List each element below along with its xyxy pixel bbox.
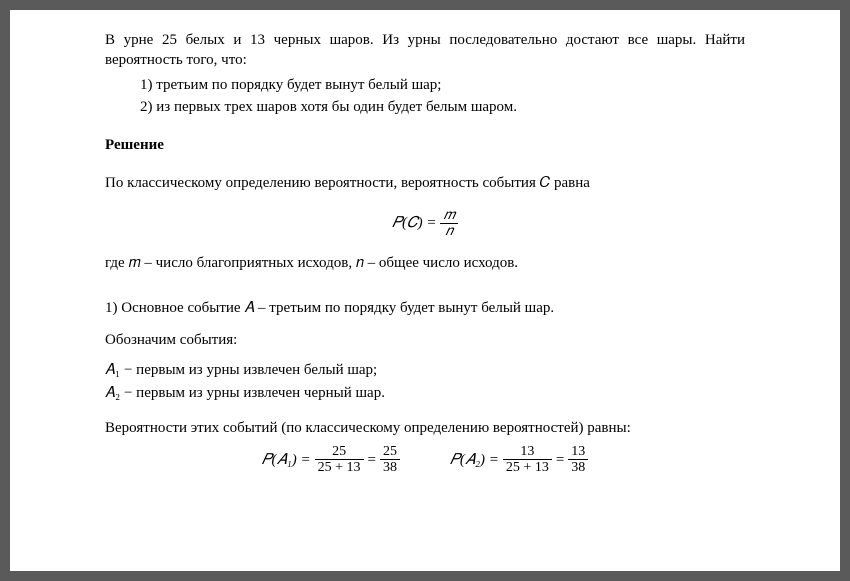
pa2-formula: 𝑃(𝐴₂) = 13 25 + 13 = 13 38 [450,444,588,476]
pa1-num2: 25 [380,444,400,460]
where-text: где 𝑚 – число благоприятных исходов, 𝑛 –… [105,253,745,273]
formula-pc-fraction: 𝑚 𝑛 [440,208,457,240]
pa2-frac2: 13 38 [568,444,588,476]
pa2-den1: 25 + 13 [503,460,552,475]
formula-pc-lhs: 𝑃(𝐶) = [392,213,436,233]
formula-pc: 𝑃(𝐶) = 𝑚 𝑛 [105,208,745,240]
pa1-den2: 38 [380,460,400,475]
solution-title: Решение [105,135,745,155]
pa1-num1: 25 [315,444,364,460]
part1-intro: 1) Основное событие 𝐴 – третьим по поряд… [105,298,745,318]
formula-pc-den: 𝑛 [440,224,457,239]
pa1-lhs: 𝑃(𝐴₁) = [262,450,311,470]
pa1-frac1: 25 25 + 13 [315,444,364,476]
pa2-frac1: 13 25 + 13 [503,444,552,476]
pa2-num2: 13 [568,444,588,460]
events-label: Обозначим события: [105,330,745,350]
probabilities-text: Вероятности этих событий (по классическо… [105,418,745,438]
pa2-lhs: 𝑃(𝐴₂) = [450,450,499,470]
pa2-eq: = [556,450,564,470]
problem-intro: В урне 25 белых и 13 черных шаров. Из ур… [105,30,745,71]
pa1-formula: 𝑃(𝐴₁) = 25 25 + 13 = 25 38 [262,444,400,476]
problem-item-2: 2) из первых трех шаров хотя бы один буд… [105,97,745,117]
pa1-den1: 25 + 13 [315,460,364,475]
document-page: В урне 25 белых и 13 черных шаров. Из ур… [10,10,840,571]
pa2-num1: 13 [503,444,552,460]
pa2-den2: 38 [568,460,588,475]
pa1-eq: = [368,450,376,470]
problem-item-1: 1) третьим по порядку будет вынут белый … [105,75,745,95]
event-a1: 𝐴₁ − первым из урны извлечен белый шар; [105,360,745,380]
event-a2: 𝐴₂ − первым из урны извлечен черный шар. [105,383,745,403]
formula-pc-num: 𝑚 [440,208,457,224]
classical-definition-text: По классическому определению вероятности… [105,173,745,193]
probability-formulas-row: 𝑃(𝐴₁) = 25 25 + 13 = 25 38 𝑃(𝐴₂) = 13 25… [105,444,745,476]
pa1-frac2: 25 38 [380,444,400,476]
